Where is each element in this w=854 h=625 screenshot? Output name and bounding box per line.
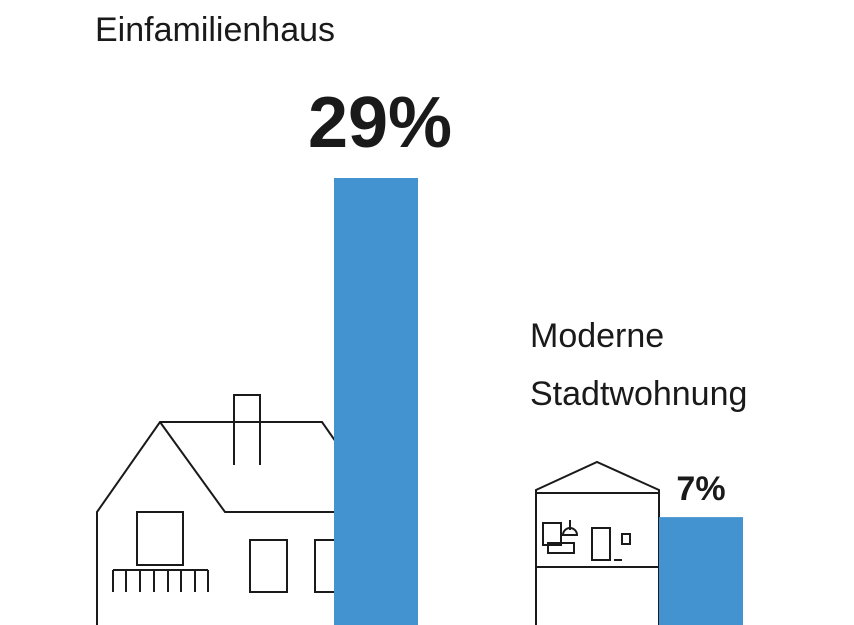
bar <box>334 178 418 625</box>
category-label: Moderne Stadtwohnung <box>530 317 747 413</box>
category-label-line: Moderne <box>530 317 664 355</box>
category-label-line: Stadtwohnung <box>530 375 747 413</box>
bar <box>659 517 743 625</box>
category-label: Einfamilienhaus <box>95 11 335 49</box>
value-label: 7% <box>676 470 725 508</box>
value-label: 29% <box>308 83 452 163</box>
apartment-illustration <box>535 460 660 625</box>
